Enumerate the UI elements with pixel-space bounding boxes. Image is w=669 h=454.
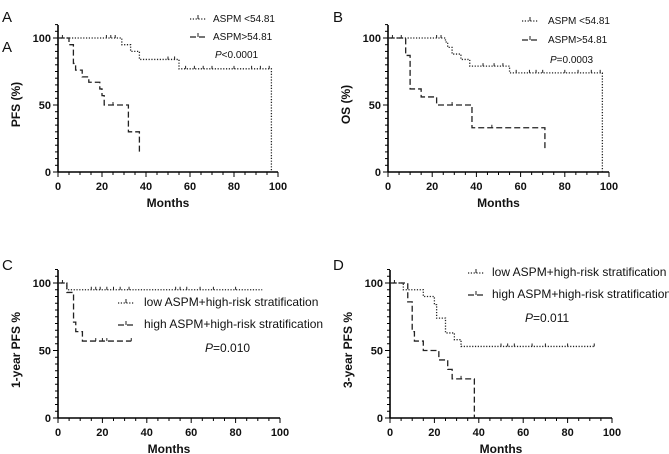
x-tick-label: 20 bbox=[426, 181, 438, 193]
y-tick-label: 0 bbox=[375, 167, 381, 179]
legend-label: low ASPM+high-risk stratification bbox=[492, 265, 666, 279]
x-tick-label: 20 bbox=[96, 181, 108, 193]
y-tick-label: 100 bbox=[365, 278, 383, 290]
survival-curve-dashed bbox=[388, 37, 546, 150]
y-axis-title: 1-year PFS % bbox=[9, 312, 23, 388]
x-tick-label: 0 bbox=[55, 181, 61, 193]
y-tick-label: 100 bbox=[363, 33, 381, 45]
x-axis-title: Months bbox=[480, 442, 523, 454]
y-axis-title: 3-year PFS % bbox=[341, 312, 355, 388]
y-axis-title: PFS (%) bbox=[9, 82, 23, 127]
y-axis-title: OS (%) bbox=[339, 85, 353, 124]
survival-curve-dotted bbox=[388, 37, 604, 172]
x-tick-label: 0 bbox=[387, 427, 393, 439]
x-tick-label: 100 bbox=[269, 181, 287, 193]
legend-label: high ASPM+high-risk stratification bbox=[144, 317, 323, 331]
legend-label: low ASPM+high-risk stratification bbox=[144, 295, 318, 309]
legend-label: ASPM <54.81 bbox=[548, 16, 610, 27]
x-tick-label: 20 bbox=[96, 427, 108, 439]
p-value: P=0.010 bbox=[205, 341, 250, 355]
x-tick-label: 0 bbox=[55, 427, 61, 439]
y-tick-label: 50 bbox=[369, 100, 381, 112]
x-tick-label: 40 bbox=[140, 181, 152, 193]
x-tick-label: 0 bbox=[385, 181, 391, 193]
y-tick-label: 100 bbox=[33, 33, 51, 45]
p-value: P<0.0001 bbox=[215, 50, 259, 61]
x-tick-label: 80 bbox=[561, 427, 573, 439]
panel-label: C bbox=[2, 257, 13, 274]
y-tick-label: 50 bbox=[39, 346, 51, 358]
x-tick-label: 80 bbox=[228, 181, 240, 193]
x-tick-label: 80 bbox=[229, 427, 241, 439]
x-tick-label: 60 bbox=[517, 427, 529, 439]
x-tick-label: 20 bbox=[428, 427, 440, 439]
x-axis-title: Months bbox=[147, 196, 190, 210]
x-tick-label: 40 bbox=[470, 181, 482, 193]
x-tick-label: 100 bbox=[271, 427, 289, 439]
y-tick-label: 0 bbox=[377, 413, 383, 425]
panel-label: B bbox=[333, 9, 343, 26]
x-tick-label: 40 bbox=[141, 427, 153, 439]
survival-curve-dashed bbox=[390, 282, 476, 418]
y-tick-label: 0 bbox=[45, 413, 51, 425]
legend-label: ASPM>54.81 bbox=[213, 32, 273, 43]
panel-label: A bbox=[2, 9, 12, 26]
y-tick-label: 100 bbox=[33, 278, 51, 290]
x-tick-label: 40 bbox=[473, 427, 485, 439]
survival-curve-dotted bbox=[58, 37, 273, 172]
legend-label: ASPM <54.81 bbox=[213, 14, 275, 25]
x-tick-label: 60 bbox=[514, 181, 526, 193]
x-tick-label: 60 bbox=[185, 427, 197, 439]
survival-curve-dotted bbox=[58, 282, 263, 291]
x-tick-label: 60 bbox=[184, 181, 196, 193]
x-tick-label: 80 bbox=[559, 181, 571, 193]
x-axis-title: Months bbox=[148, 442, 191, 454]
panel-label: D bbox=[333, 257, 344, 274]
survival-curve-dashed bbox=[58, 282, 132, 342]
legend-label: ASPM>54.81 bbox=[548, 35, 608, 46]
x-axis-title: Months bbox=[477, 196, 520, 210]
p-value: P=0.011 bbox=[525, 311, 569, 325]
legend-label: high ASPM+high-risk stratification bbox=[492, 287, 669, 301]
stray-panel-label: A bbox=[2, 39, 12, 56]
x-tick-label: 100 bbox=[600, 181, 618, 193]
y-tick-label: 0 bbox=[45, 167, 51, 179]
p-value: P=0.0003 bbox=[550, 55, 594, 66]
x-tick-label: 100 bbox=[603, 427, 621, 439]
survival-curve-dashed bbox=[58, 37, 141, 152]
y-tick-label: 50 bbox=[371, 346, 383, 358]
y-tick-label: 50 bbox=[39, 100, 51, 112]
